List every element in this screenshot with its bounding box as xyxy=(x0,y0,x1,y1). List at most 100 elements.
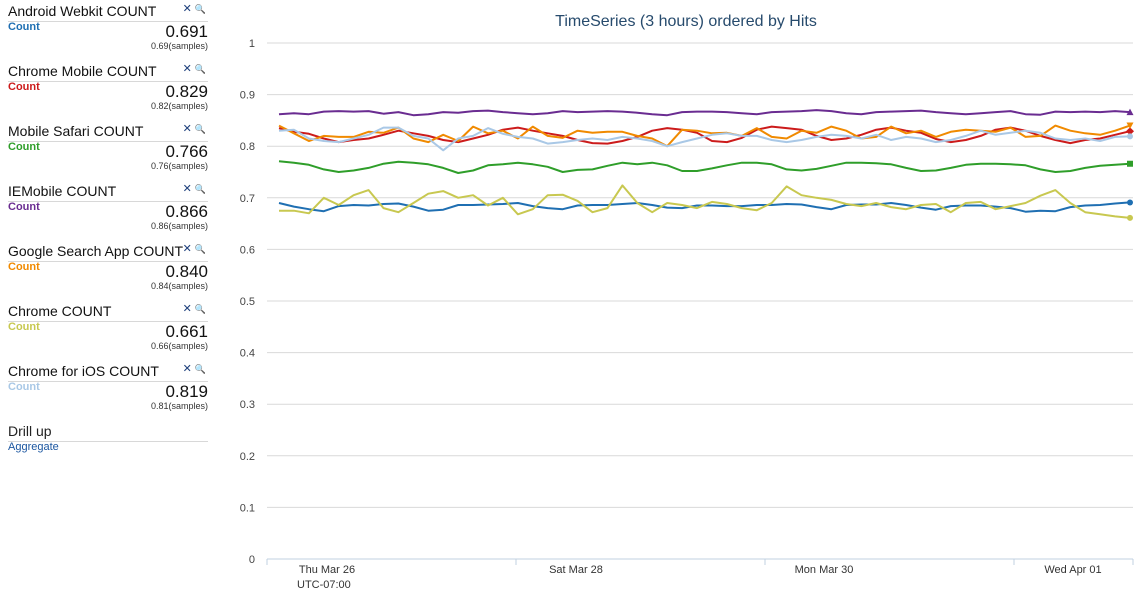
series-actions: ✕ 🔍 xyxy=(180,182,206,195)
series-header: Google Search App COUNT ✕ 🔍 xyxy=(8,243,208,262)
series-end-marker[interactable] xyxy=(1127,214,1133,221)
y-tick-label: 0.4 xyxy=(240,348,255,360)
close-icon[interactable]: ✕ xyxy=(182,303,192,315)
series-name[interactable]: Chrome for iOS COUNT xyxy=(8,363,159,379)
series-header: Chrome Mobile COUNT ✕ 🔍 xyxy=(8,63,208,82)
search-icon[interactable]: 🔍 xyxy=(194,244,206,254)
series-line[interactable] xyxy=(278,124,1131,148)
y-tick-label: 0.1 xyxy=(240,502,255,514)
series-item: Google Search App COUNT ✕ 🔍 Count 0.840 0.84(… xyxy=(0,240,212,300)
chart-title: TimeSeries (3 hours) ordered by Hits xyxy=(555,13,817,30)
drill-up-section: Drill up Aggregate xyxy=(0,420,212,460)
aggregation-label[interactable]: Count xyxy=(8,21,40,33)
series-value: 0.691 xyxy=(165,22,208,41)
series-samples: 0.82(samples) xyxy=(150,101,208,111)
series-item: Chrome for iOS COUNT ✕ 🔍 Count 0.819 0.81(sam… xyxy=(0,360,212,420)
series-samples: 0.81(samples) xyxy=(150,401,208,411)
series-header: IEMobile COUNT ✕ 🔍 xyxy=(8,183,208,202)
drill-up-label[interactable]: Drill up xyxy=(8,423,208,442)
aggregation-label[interactable]: Count xyxy=(8,201,40,213)
close-icon[interactable]: ✕ xyxy=(182,183,192,195)
series-samples: 0.76(samples) xyxy=(150,161,208,171)
series-header: Android Webkit COUNT ✕ 🔍 xyxy=(8,3,208,22)
y-tick-label: 0.5 xyxy=(240,296,255,308)
series-end-marker[interactable] xyxy=(1126,108,1134,116)
series-value: 0.840 xyxy=(165,262,208,281)
series-value: 0.661 xyxy=(165,322,208,341)
series-header: Mobile Safari COUNT ✕ 🔍 xyxy=(8,123,208,142)
series-end-marker[interactable] xyxy=(1126,127,1134,136)
close-icon[interactable]: ✕ xyxy=(182,123,192,135)
y-tick-label: 0.6 xyxy=(240,244,255,256)
x-tick-label: Thu Mar 26 xyxy=(299,564,355,576)
series-end-markers xyxy=(1126,108,1134,221)
aggregation-label[interactable]: Count xyxy=(8,381,40,393)
y-tick-label: 0 xyxy=(249,554,255,566)
series-actions: ✕ 🔍 xyxy=(180,122,206,135)
search-icon[interactable]: 🔍 xyxy=(194,124,206,134)
aggregation-label[interactable]: Count xyxy=(8,261,40,273)
series-value: 0.766 xyxy=(165,142,208,161)
series-value: 0.866 xyxy=(165,202,208,221)
close-icon[interactable]: ✕ xyxy=(182,63,192,75)
series-name[interactable]: IEMobile COUNT xyxy=(8,183,117,199)
series-end-marker[interactable] xyxy=(1127,199,1133,206)
series-samples: 0.69(samples) xyxy=(150,41,208,51)
series-name[interactable]: Google Search App COUNT xyxy=(8,243,184,259)
aggregate-link[interactable]: Aggregate xyxy=(8,441,59,453)
series-name[interactable]: Chrome COUNT xyxy=(8,303,112,319)
y-axis-labels: 0 0.1 0.2 0.3 0.4 0.5 0.6 0.7 0.8 0.9 1 xyxy=(240,38,255,566)
close-icon[interactable]: ✕ xyxy=(182,243,192,255)
y-tick-label: 0.7 xyxy=(240,193,255,205)
series-value: 0.829 xyxy=(165,82,208,101)
series-line[interactable] xyxy=(278,126,1131,152)
close-icon[interactable]: ✕ xyxy=(182,3,192,15)
series-actions: ✕ 🔍 xyxy=(180,242,206,255)
series-actions: ✕ 🔍 xyxy=(180,62,206,75)
timezone-label: UTC-07:00 xyxy=(297,579,351,591)
search-icon[interactable]: 🔍 xyxy=(194,64,206,74)
close-icon[interactable]: ✕ xyxy=(182,363,192,375)
aggregation-label[interactable]: Count xyxy=(8,81,40,93)
series-name[interactable]: Mobile Safari COUNT xyxy=(8,123,144,139)
series-sidebar: Android Webkit COUNT ✕ 🔍 Count 0.691 0.69(sam… xyxy=(0,0,212,420)
series-item: Android Webkit COUNT ✕ 🔍 Count 0.691 0.69(sam… xyxy=(0,0,212,60)
x-axis: Thu Mar 26 Sat Mar 28 Mon Mar 30 Wed Apr 01 xyxy=(266,559,1134,576)
series-samples: 0.86(samples) xyxy=(150,221,208,231)
search-icon[interactable]: 🔍 xyxy=(194,304,206,314)
series-name[interactable]: Android Webkit COUNT xyxy=(8,3,157,19)
series-end-marker[interactable] xyxy=(1126,122,1134,130)
y-tick-label: 0.8 xyxy=(240,141,255,153)
y-gridlines xyxy=(267,42,1133,560)
search-icon[interactable]: 🔍 xyxy=(194,184,206,194)
x-tick-label: Wed Apr 01 xyxy=(1044,564,1101,576)
series-actions: ✕ 🔍 xyxy=(180,2,206,15)
timeseries-chart: TimeSeries (3 hours) ordered by Hits 0 0.… xyxy=(240,13,1134,591)
series-header: Chrome for iOS COUNT ✕ 🔍 xyxy=(8,363,208,382)
series-samples: 0.84(samples) xyxy=(150,281,208,291)
series-end-marker[interactable] xyxy=(1127,160,1133,167)
series-line[interactable] xyxy=(278,160,1131,174)
series-actions: ✕ 🔍 xyxy=(180,302,206,315)
series-item: Mobile Safari COUNT ✕ 🔍 Count 0.766 0.76(samp… xyxy=(0,120,212,180)
series-samples: 0.66(samples) xyxy=(150,341,208,351)
y-tick-label: 1 xyxy=(249,38,255,50)
search-icon[interactable]: 🔍 xyxy=(194,364,206,374)
series-item: IEMobile COUNT ✕ 🔍 Count 0.866 0.86(samples) xyxy=(0,180,212,240)
x-tick-label: Mon Mar 30 xyxy=(795,564,854,576)
series-end-marker[interactable] xyxy=(1127,133,1133,140)
y-tick-label: 0.2 xyxy=(240,451,255,463)
aggregation-label[interactable]: Count xyxy=(8,141,40,153)
series-item: Chrome COUNT ✕ 🔍 Count 0.661 0.66(samples) xyxy=(0,300,212,360)
search-icon[interactable]: 🔍 xyxy=(194,4,206,14)
series-value: 0.819 xyxy=(165,382,208,401)
series-actions: ✕ 🔍 xyxy=(180,362,206,375)
y-tick-label: 0.3 xyxy=(240,399,255,411)
series-line[interactable] xyxy=(278,109,1131,117)
x-tick-label: Sat Mar 28 xyxy=(549,564,603,576)
series-line[interactable] xyxy=(279,184,1131,219)
series-lines xyxy=(278,109,1131,219)
series-name[interactable]: Chrome Mobile COUNT xyxy=(8,63,157,79)
aggregation-label[interactable]: Count xyxy=(8,321,40,333)
series-header: Chrome COUNT ✕ 🔍 xyxy=(8,303,208,322)
